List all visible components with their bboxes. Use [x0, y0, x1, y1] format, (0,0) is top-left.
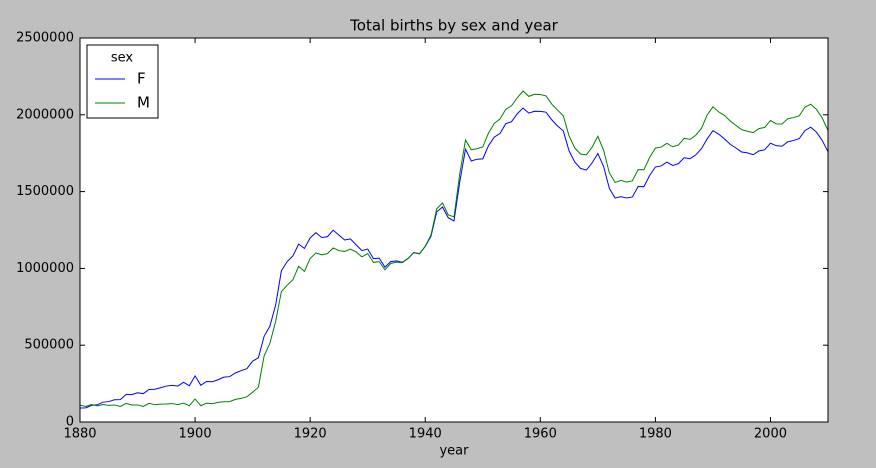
x-tick-label: 1920 — [294, 427, 327, 442]
series-line — [79, 107, 829, 409]
series-line — [79, 90, 829, 408]
y-tick-label: 1000000 — [16, 261, 74, 276]
legend-label: F — [137, 70, 146, 88]
y-tick-label: 2500000 — [16, 31, 74, 46]
plot-area — [80, 38, 828, 422]
y-tick-label: 1500000 — [16, 184, 74, 199]
plot-frame — [79, 37, 829, 423]
x-axis-label: year — [439, 444, 469, 459]
x-tick-label: 1900 — [179, 427, 212, 442]
x-tick-label: 1960 — [524, 427, 557, 442]
legend-box — [86, 44, 159, 119]
x-tick-label: 1980 — [639, 427, 672, 442]
y-tick-label: 500000 — [24, 338, 74, 353]
legend-label: M — [137, 94, 150, 112]
x-tick-label: 1880 — [63, 427, 96, 442]
y-tick-label: 2000000 — [16, 107, 74, 122]
x-tick-label: 1940 — [409, 427, 442, 442]
x-tick-label: 2000 — [754, 427, 787, 442]
y-tick-label: 0 — [66, 415, 74, 430]
legend-title: sex — [111, 51, 134, 66]
chart-title: Total births by sex and year — [349, 17, 559, 35]
